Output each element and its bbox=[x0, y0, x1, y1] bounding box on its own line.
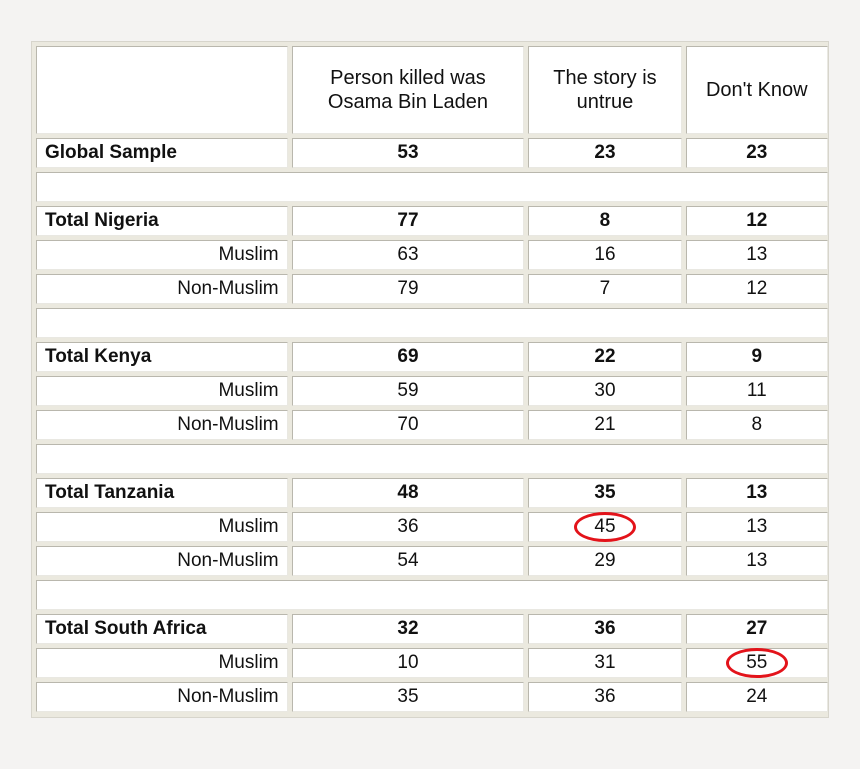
row-label: Non-Muslim bbox=[36, 682, 288, 712]
highlighted-value: 45 bbox=[573, 512, 636, 542]
value-cell: 59 bbox=[291, 376, 525, 406]
spacer-row bbox=[36, 172, 828, 202]
value-cell: 13 bbox=[685, 478, 828, 508]
column-header: The story is untrue bbox=[528, 46, 682, 134]
header-corner-cell bbox=[36, 46, 288, 134]
value-cell: 23 bbox=[528, 138, 682, 168]
value-cell: 29 bbox=[528, 546, 682, 576]
subgroup-row: Muslim 63 16 13 bbox=[36, 240, 828, 270]
value-cell: 23 bbox=[685, 138, 828, 168]
subgroup-row: Non-Muslim 54 29 13 bbox=[36, 546, 828, 576]
value-cell: 24 bbox=[685, 682, 828, 712]
value-cell: 13 bbox=[685, 546, 828, 576]
value-cell: 36 bbox=[528, 682, 682, 712]
value-cell: 8 bbox=[528, 206, 682, 236]
value-cell: 35 bbox=[528, 478, 682, 508]
value-cell: 30 bbox=[528, 376, 682, 406]
value-cell: 54 bbox=[291, 546, 525, 576]
value-cell: 63 bbox=[291, 240, 525, 270]
subgroup-row: Muslim 59 30 11 bbox=[36, 376, 828, 406]
column-header-line: untrue bbox=[576, 91, 634, 113]
spacer-cell bbox=[36, 172, 828, 202]
header-row: Person killed was Osama Bin Laden The stor… bbox=[36, 46, 828, 134]
value-cell: 16 bbox=[528, 240, 682, 270]
total-row: Total Tanzania 48 35 13 bbox=[36, 478, 828, 508]
value-cell: 13 bbox=[685, 512, 828, 542]
value-cell: 79 bbox=[291, 274, 525, 304]
column-header: Person killed was Osama Bin Laden bbox=[291, 46, 525, 134]
highlight-circle bbox=[573, 512, 636, 542]
value-cell: 31 bbox=[528, 648, 682, 678]
spacer-cell bbox=[36, 444, 828, 474]
spacer-cell bbox=[36, 580, 828, 610]
value-cell: 45 bbox=[528, 512, 682, 542]
value-cell: 9 bbox=[685, 342, 828, 372]
total-row: Total Nigeria 77 8 12 bbox=[36, 206, 828, 236]
highlight-circle bbox=[725, 648, 788, 678]
row-label: Global Sample bbox=[36, 138, 288, 168]
value-cell: 11 bbox=[685, 376, 828, 406]
highlighted-value: 55 bbox=[725, 648, 788, 678]
row-label: Muslim bbox=[36, 240, 288, 270]
value-cell: 13 bbox=[685, 240, 828, 270]
value-cell: 69 bbox=[291, 342, 525, 372]
subgroup-row: Muslim 10 31 55 bbox=[36, 648, 828, 678]
value-cell: 48 bbox=[291, 478, 525, 508]
row-label: Total Nigeria bbox=[36, 206, 288, 236]
column-header-line: Osama Bin Laden bbox=[327, 91, 489, 113]
results-table: Person killed was Osama Bin Laden The stor… bbox=[32, 42, 832, 716]
value-cell: 10 bbox=[291, 648, 525, 678]
value-cell: 55 bbox=[685, 648, 828, 678]
subgroup-row: Non-Muslim 79 7 12 bbox=[36, 274, 828, 304]
spacer-row bbox=[36, 444, 828, 474]
row-label: Total South Africa bbox=[36, 614, 288, 644]
row-label: Total Tanzania bbox=[36, 478, 288, 508]
subgroup-row: Non-Muslim 70 21 8 bbox=[36, 410, 828, 440]
value-cell: 70 bbox=[291, 410, 525, 440]
value-cell: 36 bbox=[291, 512, 525, 542]
column-header-line: Don't Know bbox=[705, 79, 808, 101]
row-label: Non-Muslim bbox=[36, 274, 288, 304]
total-row: Total Kenya 69 22 9 bbox=[36, 342, 828, 372]
subgroup-row: Non-Muslim 35 36 24 bbox=[36, 682, 828, 712]
value-cell: 8 bbox=[685, 410, 828, 440]
value-cell: 53 bbox=[291, 138, 525, 168]
value-cell: 7 bbox=[528, 274, 682, 304]
row-label: Total Kenya bbox=[36, 342, 288, 372]
value-cell: 35 bbox=[291, 682, 525, 712]
table-frame: Person killed was Osama Bin Laden The stor… bbox=[31, 41, 829, 718]
row-label: Non-Muslim bbox=[36, 546, 288, 576]
column-header-line: The story is bbox=[553, 67, 657, 89]
value-cell: 32 bbox=[291, 614, 525, 644]
row-label: Non-Muslim bbox=[36, 410, 288, 440]
value-cell: 22 bbox=[528, 342, 682, 372]
column-header: Don't Know bbox=[685, 46, 828, 134]
total-row: Global Sample 53 23 23 bbox=[36, 138, 828, 168]
table-body: Global Sample 53 23 23 Total Nigeria 77 8 12 Mus… bbox=[36, 138, 828, 712]
value-cell: 12 bbox=[685, 206, 828, 236]
value-cell: 77 bbox=[291, 206, 525, 236]
value-cell: 21 bbox=[528, 410, 682, 440]
row-label: Muslim bbox=[36, 512, 288, 542]
value-cell: 12 bbox=[685, 274, 828, 304]
value-cell: 36 bbox=[528, 614, 682, 644]
spacer-cell bbox=[36, 308, 828, 338]
spacer-row bbox=[36, 308, 828, 338]
total-row: Total South Africa 32 36 27 bbox=[36, 614, 828, 644]
spacer-row bbox=[36, 580, 828, 610]
row-label: Muslim bbox=[36, 648, 288, 678]
column-header-line: Person killed was bbox=[330, 67, 486, 89]
value-cell: 27 bbox=[685, 614, 828, 644]
row-label: Muslim bbox=[36, 376, 288, 406]
subgroup-row: Muslim 36 45 13 bbox=[36, 512, 828, 542]
